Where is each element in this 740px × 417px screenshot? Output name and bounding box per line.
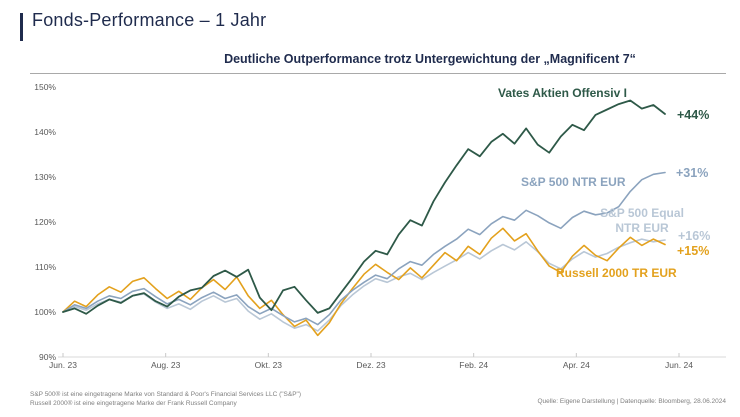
svg-text:Aug. 23: Aug. 23 bbox=[151, 360, 181, 370]
svg-text:90%: 90% bbox=[39, 352, 56, 362]
series-label-russell: Russell 2000 TR EUR bbox=[556, 266, 677, 280]
trademark-footnote: S&P 500® ist eine eingetragene Marke von… bbox=[30, 390, 301, 408]
series-end-label-sp500-ntr: +31% bbox=[676, 166, 709, 180]
source-note: Quelle: Eigene Darstellung | Datenquelle… bbox=[537, 398, 726, 405]
svg-text:140%: 140% bbox=[34, 127, 56, 137]
series-label-sp500-ntr: S&P 500 NTR EUR bbox=[521, 175, 626, 189]
svg-text:130%: 130% bbox=[34, 172, 56, 182]
trademark-footnote-line1: S&P 500® ist eine eingetragene Marke von… bbox=[30, 391, 302, 398]
series-end-label-sp500-equal: +16% bbox=[678, 229, 711, 243]
svg-text:110%: 110% bbox=[35, 262, 57, 272]
chart-title: Deutliche Outperformance trotz Untergewi… bbox=[224, 52, 636, 66]
svg-text:Okt. 23: Okt. 23 bbox=[255, 360, 283, 370]
svg-text:Jun. 23: Jun. 23 bbox=[49, 360, 77, 370]
svg-text:Dez. 23: Dez. 23 bbox=[356, 360, 386, 370]
svg-text:Jun. 24: Jun. 24 bbox=[665, 360, 693, 370]
divider-line bbox=[30, 73, 726, 74]
svg-text:100%: 100% bbox=[34, 307, 56, 317]
trademark-footnote-line2: Russell 2000® ist eine eingetragene Mark… bbox=[30, 400, 237, 407]
svg-text:120%: 120% bbox=[34, 217, 56, 227]
page-title: Fonds-Performance – 1 Jahr bbox=[32, 10, 267, 30]
svg-text:Apr. 24: Apr. 24 bbox=[563, 360, 590, 370]
series-end-label-vates: +44% bbox=[677, 108, 710, 122]
title-accent-bar bbox=[20, 13, 23, 41]
svg-text:Feb. 24: Feb. 24 bbox=[459, 360, 488, 370]
svg-text:150%: 150% bbox=[34, 82, 56, 92]
series-label-vates: Vates Aktien Offensiv I bbox=[498, 86, 627, 100]
series-label-sp500-equal: S&P 500 Equal NTR EUR bbox=[600, 206, 684, 235]
series-end-label-russell: +15% bbox=[677, 244, 710, 258]
